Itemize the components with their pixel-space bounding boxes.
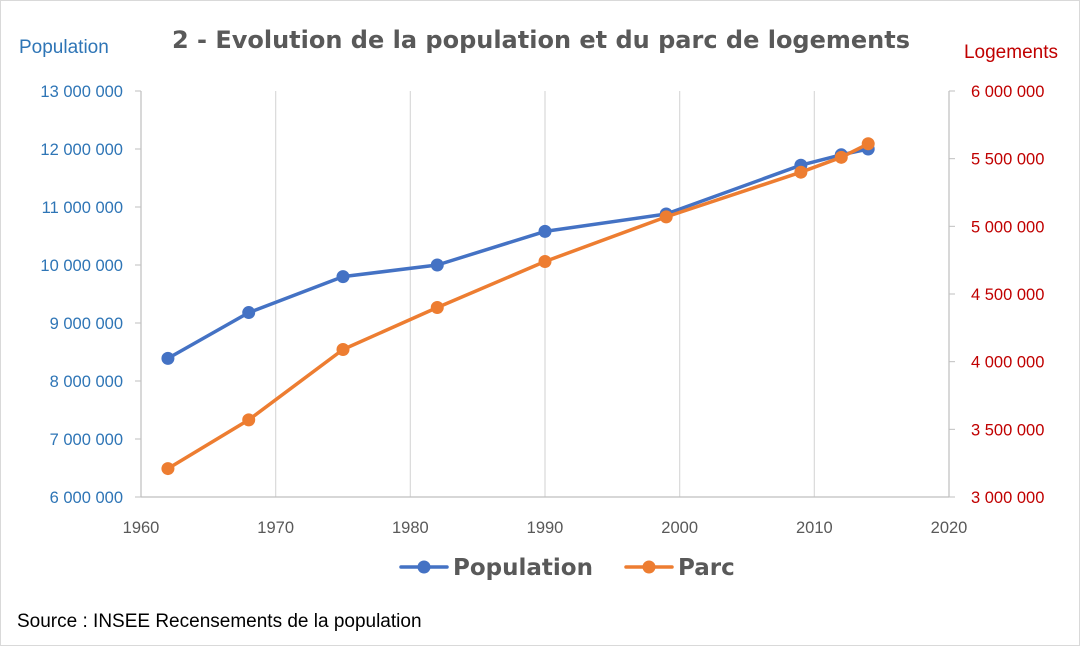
series-line-parc [166, 142, 870, 471]
data-point-parc [538, 255, 552, 269]
data-point-population [336, 270, 350, 284]
legend-population-label: Population [453, 555, 593, 581]
y-right-tick-label: 4 500 000 [971, 286, 1044, 304]
data-point-parc [336, 342, 350, 356]
data-point-population [538, 224, 552, 238]
y-left-tick-label: 12 000 000 [40, 141, 123, 159]
data-point-population [161, 351, 175, 365]
grid-layer [275, 91, 815, 497]
y-right-tick-label: 3 500 000 [971, 421, 1044, 439]
y-right-tick-label: 3 000 000 [971, 489, 1044, 507]
y-left-tick-label: 6 000 000 [50, 489, 123, 507]
legend-population-marker [417, 560, 431, 574]
source-note: Source : INSEE Recensements de la popula… [17, 611, 422, 632]
y-right-tick-label: 5 500 000 [971, 151, 1044, 169]
data-point-parc [834, 150, 848, 164]
axis-layer: 1960 1970 1980 1990 2000 2010 2020 6 000 000 7 0… [40, 83, 1044, 537]
data-point-parc [161, 462, 175, 476]
series-layer [161, 137, 875, 476]
x-tick-label: 2000 [661, 519, 698, 537]
y-axis-left-label: Population [19, 37, 109, 58]
chart-title: 2 - Evolution de la population et du par… [172, 26, 910, 54]
y-right-tick-label: 6 000 000 [971, 83, 1044, 101]
x-tick-label: 2010 [796, 519, 833, 537]
data-point-parc [794, 165, 808, 179]
x-tick-label: 1980 [392, 519, 429, 537]
y-left-tick-label: 8 000 000 [50, 373, 123, 391]
data-point-parc [430, 301, 444, 315]
data-point-population [242, 306, 256, 320]
data-point-population [430, 258, 444, 272]
y-left-tick-label: 9 000 000 [50, 315, 123, 333]
x-tick-label: 1990 [527, 519, 564, 537]
legend-parc-marker [642, 560, 656, 574]
legend: Population Parc [399, 555, 735, 581]
y-left-tick-label: 11 000 000 [42, 199, 123, 217]
legend-parc-label: Parc [678, 555, 735, 581]
y-left-tick-label: 10 000 000 [40, 257, 123, 275]
y-axis-right-label: Logements [964, 42, 1058, 63]
data-point-parc [861, 137, 875, 151]
y-right-tick-label: 5 000 000 [971, 218, 1044, 236]
series-line-population [166, 147, 870, 361]
data-point-parc [659, 210, 673, 224]
y-right-tick-label: 4 000 000 [971, 354, 1044, 372]
x-tick-label: 1970 [257, 519, 294, 537]
x-tick-label: 2020 [931, 519, 968, 537]
data-point-parc [242, 413, 256, 427]
y-left-tick-label: 7 000 000 [50, 431, 123, 449]
x-tick-label: 1960 [123, 519, 160, 537]
y-left-tick-label: 13 000 000 [40, 83, 123, 101]
